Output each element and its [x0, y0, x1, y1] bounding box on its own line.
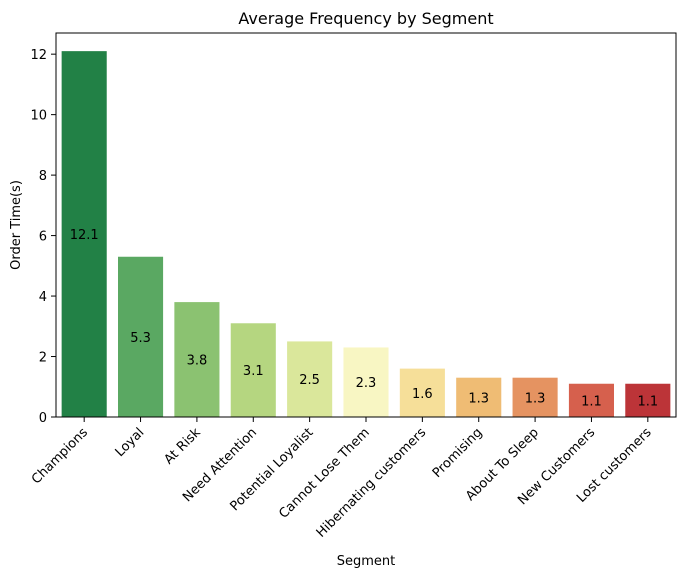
data-label-champions: 12.1	[70, 228, 99, 243]
bar-champions	[61, 51, 107, 418]
y-tick-label: 4	[39, 290, 47, 305]
y-tick-label: 2	[39, 351, 47, 366]
x-axis-label: Segment	[337, 554, 396, 569]
data-label-promising: 1.3	[468, 391, 489, 406]
x-tick-label-champions: Champions	[29, 425, 91, 487]
y-tick-label: 6	[39, 230, 47, 245]
bar-need-attention	[230, 323, 276, 417]
y-tick-label: 8	[39, 169, 47, 184]
bar-about-to-sleep	[512, 377, 558, 417]
x-tick-label-at-risk: At Risk	[161, 425, 204, 468]
bar-lost-customers	[625, 383, 671, 417]
x-tick-label-promising: Promising	[430, 425, 486, 481]
bar-promising	[456, 377, 502, 417]
x-tick-label-loyal: Loyal	[113, 425, 148, 460]
y-tick-label: 0	[39, 411, 47, 426]
chart-title: Average Frequency by Segment	[238, 9, 493, 28]
bar-loyal	[118, 256, 164, 417]
data-label-lost-customers: 1.1	[637, 394, 658, 409]
y-tick-label: 10	[30, 109, 47, 124]
bar-new-customers	[568, 383, 614, 417]
bar-cannot-lose-them	[343, 347, 389, 417]
data-label-about-to-sleep: 1.3	[525, 391, 546, 406]
data-label-need-attention: 3.1	[243, 364, 264, 379]
data-label-at-risk: 3.8	[187, 354, 208, 369]
x-tick-label-hibernating-customers: Hibernating customers	[314, 425, 430, 541]
data-label-potential-loyalist: 2.5	[299, 373, 320, 388]
y-tick-label: 12	[30, 48, 47, 63]
y-axis: 0 2 4 6 8 10 12	[30, 48, 56, 426]
data-label-new-customers: 1.1	[581, 394, 602, 409]
data-labels-group: 12.1 5.3 3.8 3.1 2.5 2.3 1.6 1.3 1.3 1.1 1.1	[70, 228, 658, 409]
bar-at-risk	[174, 302, 220, 417]
data-label-hibernating-customers: 1.6	[412, 387, 433, 402]
data-label-cannot-lose-them: 2.3	[356, 376, 377, 391]
bars-group	[61, 51, 671, 418]
plot-frame	[55, 32, 677, 418]
data-label-loyal: 5.3	[130, 331, 151, 346]
bar-potential-loyalist	[287, 341, 333, 417]
y-axis-label: Order Time(s)	[9, 180, 24, 270]
bar-hibernating-customers	[399, 368, 445, 417]
